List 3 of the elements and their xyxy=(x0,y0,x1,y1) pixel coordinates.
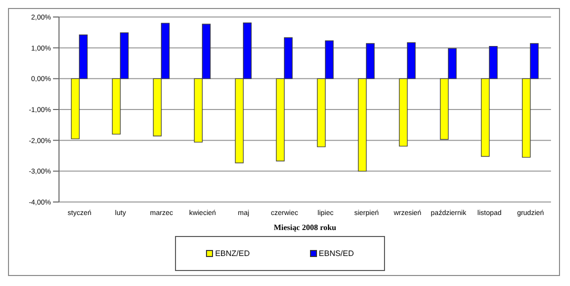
x-axis-title: Miesiąc 2008 roku xyxy=(274,223,337,232)
legend-label: EBNS/ED xyxy=(318,249,354,258)
legend-label: EBNZ/ED xyxy=(214,249,250,258)
